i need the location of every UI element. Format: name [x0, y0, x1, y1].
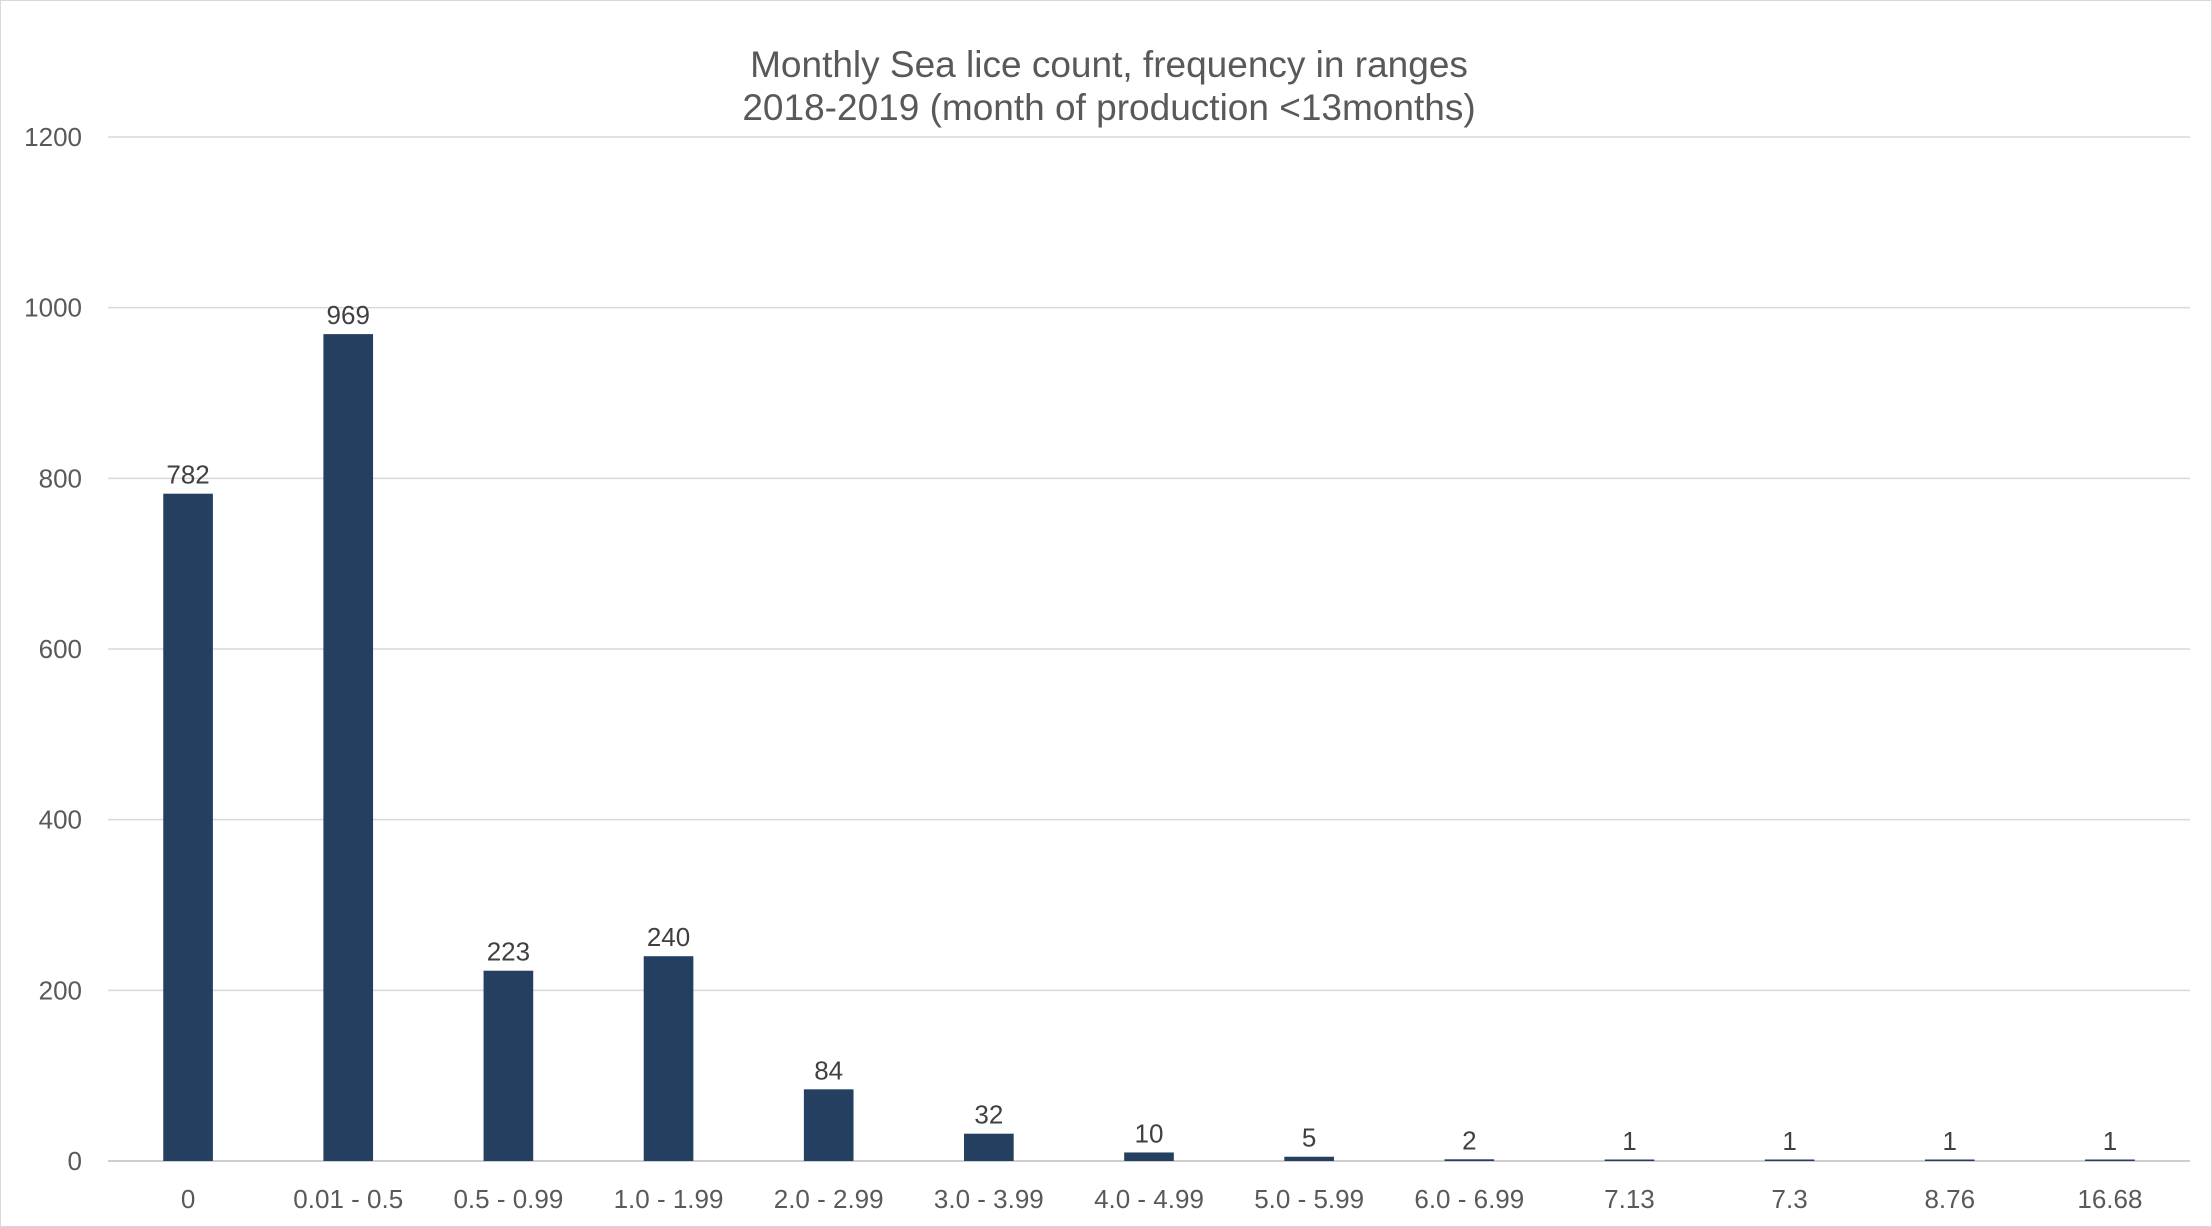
bar [1124, 1152, 1174, 1161]
data-label: 1 [1782, 1126, 1796, 1156]
x-tick-label: 2.0 - 2.99 [774, 1184, 884, 1214]
y-tick-label: 200 [39, 975, 82, 1005]
data-label: 5 [1302, 1123, 1316, 1153]
y-tick-label: 600 [39, 634, 82, 664]
bar [2085, 1159, 2135, 1161]
x-tick-label: 5.0 - 5.99 [1254, 1184, 1364, 1214]
data-labels: 782 969 223 240 84 32 10 5 2 1 1 1 1 [166, 300, 2117, 1156]
x-tick-label: 16.68 [2077, 1184, 2142, 1214]
y-tick-label: 1200 [24, 122, 82, 152]
bar [803, 1089, 854, 1161]
x-axis-tick-labels: 0 0.01 - 0.5 0.5 - 0.99 1.0 - 1.99 2.0 - 2.9… [181, 1184, 2143, 1214]
bar [483, 970, 534, 1161]
x-tick-label: 4.0 - 4.99 [1094, 1184, 1204, 1214]
x-tick-label: 7.13 [1604, 1184, 1655, 1214]
data-label: 223 [487, 937, 530, 967]
y-tick-label: 800 [39, 463, 82, 493]
gridlines [108, 136, 2190, 1162]
chart-title-line-1: Monthly Sea lice count, frequency in ran… [750, 44, 1468, 85]
x-tick-label: 0.5 - 0.99 [453, 1184, 563, 1214]
x-tick-label: 8.76 [1924, 1184, 1975, 1214]
y-tick-label: 400 [39, 805, 82, 835]
data-label: 240 [647, 922, 690, 952]
chart-title-line-2: 2018-2019 (month of production <13months… [742, 87, 1475, 128]
bar [643, 956, 694, 1161]
bar [1284, 1156, 1334, 1161]
x-tick-label: 0.01 - 0.5 [293, 1184, 403, 1214]
x-tick-label: 1.0 - 1.99 [614, 1184, 724, 1214]
x-tick-label: 6.0 - 6.99 [1414, 1184, 1524, 1214]
x-tick-label: 7.3 [1772, 1184, 1808, 1214]
data-label: 1 [1622, 1126, 1636, 1156]
data-label: 84 [814, 1055, 843, 1085]
bar [1924, 1159, 1975, 1161]
bar [163, 493, 213, 1161]
bar [964, 1133, 1014, 1161]
bar [1444, 1159, 1495, 1161]
x-tick-label: 3.0 - 3.99 [934, 1184, 1044, 1214]
chart-title: Monthly Sea lice count, frequency in ran… [742, 44, 1475, 128]
y-axis-tick-labels: 0 200 400 600 800 1000 1200 [24, 122, 82, 1176]
bar [323, 334, 374, 1161]
x-tick-label: 0 [181, 1184, 195, 1214]
data-label: 1 [1943, 1126, 1957, 1156]
data-label: 782 [166, 460, 209, 490]
data-label: 2 [1462, 1125, 1476, 1155]
data-label: 969 [327, 300, 370, 330]
y-tick-label: 0 [68, 1146, 82, 1176]
bar [1604, 1159, 1655, 1161]
data-label: 32 [974, 1100, 1003, 1130]
bar [1764, 1159, 1815, 1161]
y-tick-label: 1000 [24, 293, 82, 323]
data-label: 1 [2103, 1126, 2117, 1156]
bars [163, 334, 2135, 1161]
data-label: 10 [1135, 1118, 1164, 1148]
